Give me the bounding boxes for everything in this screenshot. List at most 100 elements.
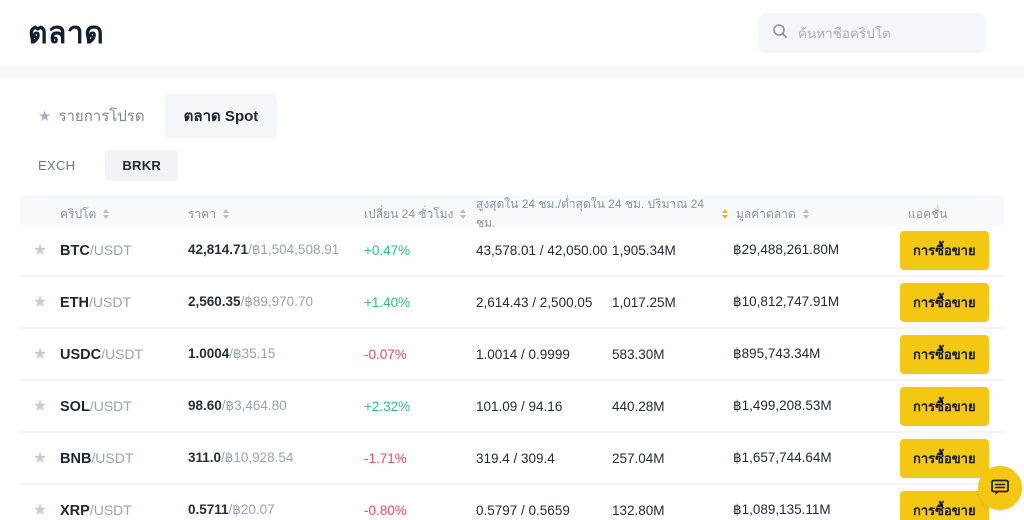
volume-value: 257.04M (612, 450, 665, 466)
table-row[interactable]: ★ ETH/USDT 2,560.35/฿89,970.70 +1.40% 2,… (20, 277, 1004, 329)
trade-button[interactable]: การซื้อขาย (900, 230, 989, 270)
top-bar: ตลาด (0, 0, 1024, 66)
price-cell: 42,814.71/฿1,504,508.91 (188, 242, 356, 258)
change-value: -1.71% (364, 450, 407, 466)
favorite-star-icon[interactable]: ★ (32, 294, 48, 311)
pair-base: SOL (60, 398, 90, 415)
change-value: +2.32% (364, 398, 411, 414)
favorite-star-cell: ★ (20, 344, 60, 364)
table-header: คริปโต ราคา เปลี่ยน 24 ชั่วโมง สูงสุดใน … (20, 195, 1004, 230)
search-box[interactable] (758, 13, 986, 53)
sort-icon-active[interactable] (722, 209, 728, 219)
pair-base: XRP (60, 502, 90, 519)
table-body: ★ BTC/USDT 42,814.71/฿1,504,508.91 +0.47… (20, 225, 1004, 520)
table-row[interactable]: ★ BTC/USDT 42,814.71/฿1,504,508.91 +0.47… (20, 225, 1004, 277)
sort-icon[interactable] (222, 209, 229, 219)
action-cell: การซื้อขาย (900, 438, 1005, 478)
pair-quote: /USDT (101, 345, 144, 362)
action-cell: การซื้อขาย (900, 282, 1005, 322)
favorite-star-cell: ★ (20, 292, 60, 312)
pair-base: BNB (60, 450, 92, 467)
header-divider (0, 66, 1024, 78)
tab-favorites[interactable]: ★ รายการโปรด (38, 104, 145, 128)
price-usdt: 42,814.71 (188, 242, 249, 257)
action-cell: การซื้อขาย (900, 230, 1005, 270)
pair-quote: /USDT (91, 449, 134, 466)
price-usdt: 1.0004 (188, 346, 230, 361)
favorite-star-cell: ★ (20, 396, 60, 416)
trade-button[interactable]: การซื้อขาย (900, 438, 989, 478)
price-usdt: 0.5711 (188, 502, 229, 517)
favorite-star-icon[interactable]: ★ (32, 502, 48, 519)
price-thb: /฿1,504,508.91 (248, 242, 340, 257)
header-crypto[interactable]: คริปโต (60, 205, 188, 224)
market-cap-value: ฿1,499,208.53M (733, 398, 832, 413)
market-tabs: ★ รายการโปรด ตลาด Spot (38, 94, 1004, 138)
action-cell: การซื้อขาย (900, 490, 1005, 520)
pair-name: XRP/USDT (60, 502, 188, 519)
star-icon: ★ (38, 108, 52, 125)
page-title: ตลาด (28, 16, 105, 50)
change-value: +0.47% (364, 242, 411, 258)
favorite-star-icon[interactable]: ★ (32, 398, 48, 415)
pair-base: ETH (60, 294, 89, 311)
table-row[interactable]: ★ SOL/USDT 98.60/฿3,464.80 +2.32% 101.09… (20, 381, 1004, 433)
price-usdt: 2,560.35 (188, 294, 241, 309)
price-cell: 98.60/฿3,464.80 (188, 398, 356, 414)
price-cell: 311.0/฿10,928.54 (188, 450, 356, 466)
search-input[interactable] (798, 25, 972, 41)
action-cell: การซื้อขาย (900, 386, 1005, 426)
price-usdt: 98.60 (188, 398, 222, 413)
pair-name: SOL/USDT (60, 398, 188, 415)
sort-icon[interactable] (460, 209, 467, 219)
price-thb: /฿10,928.54 (221, 450, 294, 465)
price-thb: /฿89,970.70 (240, 294, 313, 309)
trade-button[interactable]: การซื้อขาย (900, 490, 989, 520)
market-cap-value: ฿29,488,261.80M (733, 242, 840, 257)
header-market-cap[interactable]: มูลค่าตลาด (728, 205, 900, 224)
favorite-star-cell: ★ (20, 448, 60, 468)
favorite-star-cell: ★ (20, 240, 60, 260)
favorite-star-icon[interactable]: ★ (32, 346, 48, 363)
change-value: -0.07% (364, 346, 407, 362)
chat-support-button[interactable] (978, 466, 1022, 510)
table-row[interactable]: ★ BNB/USDT 311.0/฿10,928.54 -1.71% 319.4… (20, 433, 1004, 485)
favorite-star-icon[interactable]: ★ (32, 450, 48, 467)
sort-icon[interactable] (802, 209, 809, 219)
market-cap-value: ฿1,657,744.64M (733, 450, 832, 465)
pair-name: USDC/USDT (60, 346, 188, 363)
high-low-value: 0.5797 / 0.5659 (476, 502, 570, 518)
header-price[interactable]: ราคา (188, 205, 356, 224)
subtab-brkr[interactable]: BRKR (105, 150, 179, 181)
table-row[interactable]: ★ XRP/USDT 0.5711/฿20.07 -0.80% 0.5797 /… (20, 485, 1004, 520)
pair-name: ETH/USDT (60, 294, 188, 311)
trade-button[interactable]: การซื้อขาย (900, 334, 989, 374)
price-thb: /฿20.07 (228, 502, 275, 517)
pair-quote: /USDT (89, 397, 132, 414)
pair-name: BNB/USDT (60, 450, 188, 467)
volume-value: 440.28M (612, 398, 665, 414)
price-thb: /฿35.15 (229, 346, 276, 361)
subtab-exch[interactable]: EXCH (38, 158, 76, 173)
trade-button[interactable]: การซื้อขาย (900, 282, 989, 322)
header-change-24h[interactable]: เปลี่ยน 24 ชั่วโมง (356, 205, 468, 224)
sort-icon[interactable] (103, 209, 110, 219)
change-value: -0.80% (364, 502, 407, 518)
tab-favorites-label: รายการโปรด (58, 108, 145, 125)
search-icon (772, 23, 788, 44)
favorite-star-cell: ★ (20, 500, 60, 520)
header-high-low-volume[interactable]: สูงสุดใน 24 ชม./ต่ำสุดใน 24 ชม. ปริมาณ 2… (468, 195, 728, 233)
high-low-value: 43,578.01 / 42,050.00 (476, 242, 608, 258)
volume-value: 1,017.25M (612, 294, 676, 310)
price-cell: 0.5711/฿20.07 (188, 502, 356, 518)
market-subtabs: EXCH BRKR (38, 150, 1004, 181)
high-low-value: 2,614.43 / 2,500.05 (476, 294, 593, 310)
table-row[interactable]: ★ USDC/USDT 1.0004/฿35.15 -0.07% 1.0014 … (20, 329, 1004, 381)
tab-spot-market[interactable]: ตลาด Spot (164, 94, 278, 138)
favorite-star-icon[interactable]: ★ (32, 242, 48, 259)
market-cap-value: ฿895,743.34M (733, 346, 821, 361)
trade-button[interactable]: การซื้อขาย (900, 386, 989, 426)
market-cap-value: ฿1,089,135.11M (733, 502, 831, 517)
high-low-value: 1.0014 / 0.9999 (476, 346, 570, 362)
pair-quote: /USDT (89, 501, 132, 518)
